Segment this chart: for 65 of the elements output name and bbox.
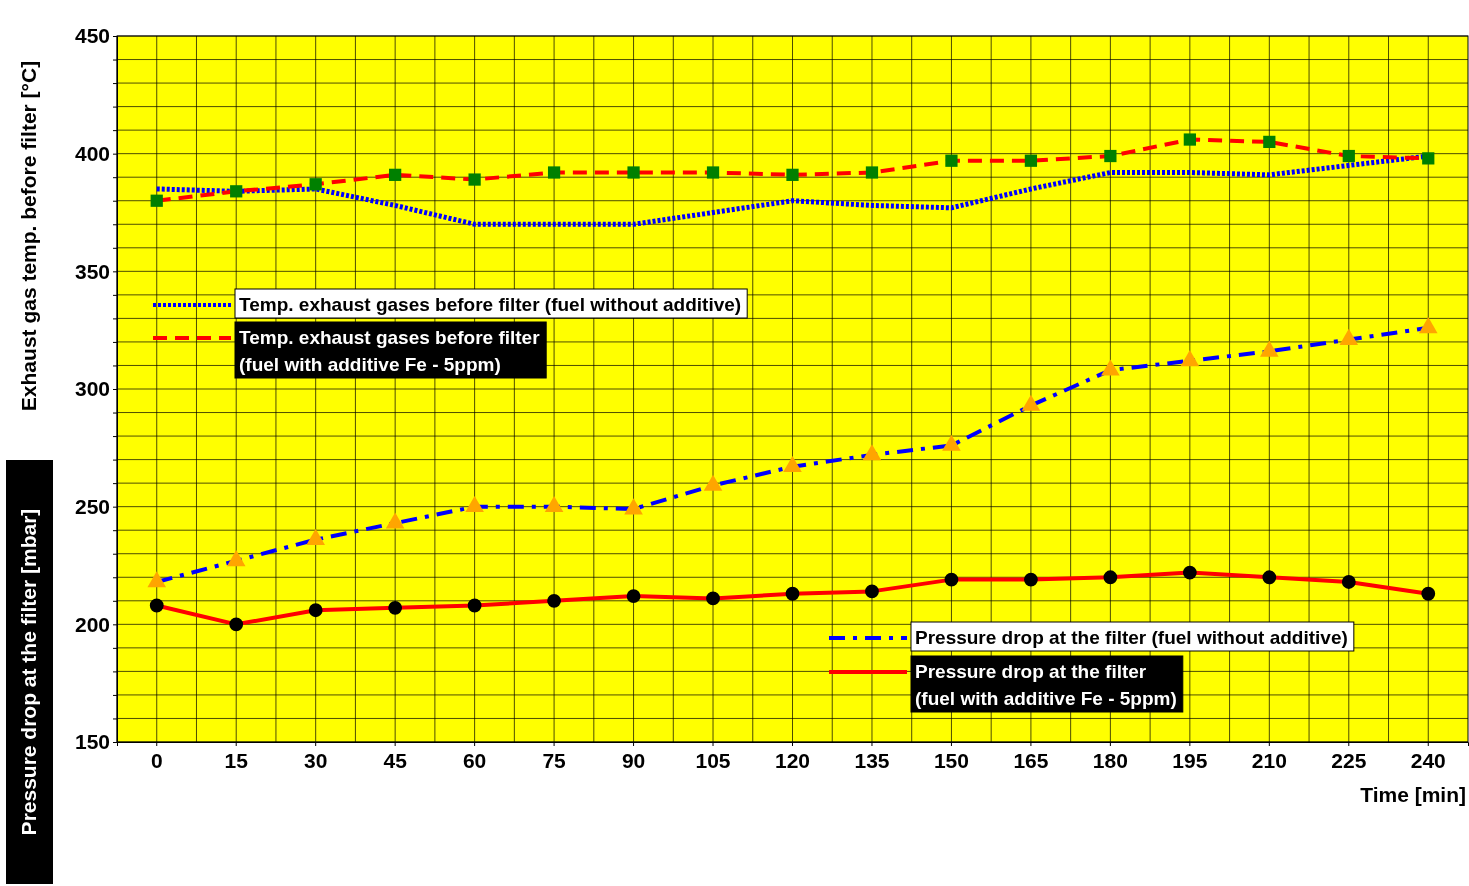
legend-label: Pressure drop at the filter (fuel without additive)	[915, 627, 1348, 648]
x-tick-label: 105	[695, 748, 731, 772]
point	[1262, 570, 1277, 585]
x-tick-label: 165	[1013, 748, 1049, 772]
text: Pressure drop at the filter [mbar]	[17, 508, 40, 836]
x-tick-label: 120	[774, 748, 811, 772]
point	[865, 584, 879, 599]
x-tick-label: 75	[542, 748, 567, 772]
point	[1341, 575, 1356, 589]
point	[1183, 133, 1196, 146]
point	[786, 168, 799, 181]
point	[229, 617, 244, 632]
x-tick-label: 240	[1410, 748, 1446, 772]
point	[945, 154, 958, 167]
legend-label: Pressure drop at the filter (fuel with additive Fe - 5ppm)	[915, 661, 1177, 709]
x-tick-label: 15	[224, 748, 249, 772]
x-tick-label: 30	[304, 748, 328, 772]
point	[389, 168, 402, 181]
y-tick-label: 350	[74, 259, 110, 283]
point	[1024, 154, 1038, 167]
y-tick-label: 250	[74, 494, 110, 518]
x-tick-label: 90	[621, 748, 646, 772]
point	[626, 589, 641, 603]
point	[1263, 135, 1276, 149]
point	[1103, 570, 1118, 585]
x-tick-label: 0	[150, 748, 163, 772]
legend-label: Temp. exhaust gases before filter (fuel without additive)	[239, 294, 742, 315]
point	[547, 166, 561, 179]
point	[468, 173, 481, 186]
x-tick-label: 195	[1172, 748, 1208, 772]
x-tick-label: 180	[1092, 748, 1128, 772]
point	[865, 166, 879, 179]
y-axis-title: Exhaust gas temp. before filter [°C]	[17, 60, 40, 412]
point	[309, 178, 322, 191]
point	[1422, 152, 1435, 165]
y-tick-label: 450	[74, 24, 110, 48]
point	[944, 572, 959, 587]
y-tick-label: 400	[74, 141, 110, 165]
point	[1182, 565, 1197, 580]
point	[627, 166, 640, 179]
point	[706, 591, 720, 606]
x-tick-label: 210	[1251, 748, 1287, 772]
point	[706, 166, 720, 179]
point	[1104, 149, 1117, 163]
point	[785, 586, 800, 601]
legend-label: Temp. exhaust gases before filter (fuel with additive Fe - 5ppm)	[239, 327, 541, 375]
y-tick-label: 200	[74, 612, 110, 636]
x-tick-label: 60	[462, 748, 487, 772]
x-tick-label: 225	[1331, 748, 1367, 772]
x-tick-label: 45	[383, 748, 408, 772]
point	[467, 598, 482, 613]
x-axis-title: Time [min]	[1360, 783, 1466, 806]
point	[149, 598, 164, 613]
point	[308, 603, 323, 618]
x-tick-label: 135	[854, 748, 890, 772]
point	[1421, 586, 1436, 601]
x-tick-label: 150	[933, 748, 969, 772]
y-tick-label: 150	[74, 730, 110, 754]
point	[1024, 572, 1038, 587]
point	[230, 185, 243, 198]
y-tick-label: 300	[74, 377, 110, 401]
point	[388, 600, 403, 615]
point	[150, 194, 163, 207]
point	[547, 593, 561, 608]
point	[1342, 149, 1355, 163]
